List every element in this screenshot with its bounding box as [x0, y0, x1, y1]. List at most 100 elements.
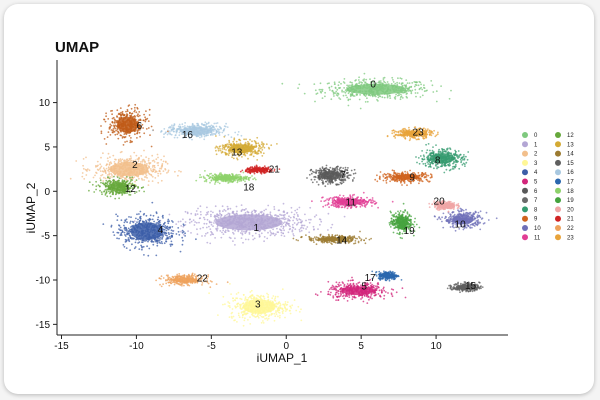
point [254, 316, 257, 318]
point [339, 284, 342, 286]
point [325, 164, 328, 167]
point [120, 219, 123, 222]
point [308, 173, 311, 176]
point [427, 156, 430, 159]
point [142, 213, 145, 216]
point [278, 312, 281, 314]
point [102, 223, 105, 226]
point [81, 172, 84, 174]
point [459, 153, 462, 156]
point [282, 211, 285, 213]
point [374, 287, 376, 290]
point [124, 238, 127, 241]
point [401, 97, 404, 99]
point [415, 156, 417, 158]
point [430, 174, 433, 176]
point [195, 238, 197, 241]
point [274, 315, 277, 318]
point [328, 288, 331, 291]
point [349, 95, 352, 98]
point [239, 232, 242, 234]
point [460, 210, 463, 213]
point [143, 149, 145, 152]
point [333, 95, 335, 97]
point [283, 235, 286, 238]
point [189, 218, 191, 221]
point [334, 86, 337, 89]
point [178, 234, 181, 236]
point [231, 311, 234, 314]
point [319, 169, 321, 172]
point [289, 312, 292, 315]
point [190, 232, 192, 234]
point [298, 311, 301, 313]
point [136, 137, 138, 139]
point [345, 285, 348, 288]
point [290, 211, 293, 214]
point [110, 129, 113, 131]
point [430, 166, 432, 168]
point [424, 164, 427, 167]
point [120, 111, 122, 114]
point [348, 296, 351, 298]
point [147, 159, 150, 162]
point [379, 80, 382, 82]
point [394, 172, 397, 175]
point [262, 322, 265, 324]
point [272, 232, 275, 235]
point [410, 92, 413, 95]
point [124, 234, 126, 236]
point [303, 224, 306, 227]
point [238, 303, 241, 306]
point [435, 90, 438, 93]
point [125, 133, 128, 136]
point [358, 81, 361, 83]
point [421, 150, 423, 152]
point [184, 221, 187, 223]
point [379, 178, 381, 181]
point [383, 76, 386, 79]
point [463, 163, 466, 166]
point [398, 172, 401, 175]
point [327, 290, 330, 293]
point [356, 93, 359, 96]
cluster-7-points [306, 164, 357, 188]
point [295, 211, 298, 214]
point [216, 213, 219, 216]
point [440, 165, 443, 168]
point [206, 241, 209, 244]
point [263, 209, 266, 212]
point [161, 164, 164, 167]
point [146, 162, 148, 165]
point [471, 226, 473, 229]
point [214, 205, 217, 208]
point [119, 229, 121, 232]
point [324, 185, 327, 188]
point [110, 110, 112, 112]
point [232, 231, 234, 234]
point [357, 282, 360, 284]
point [305, 219, 307, 222]
point [382, 79, 385, 81]
point [108, 163, 111, 166]
cluster-1-core [215, 214, 283, 231]
point [288, 215, 290, 218]
point [123, 224, 125, 227]
point [158, 221, 161, 224]
point [155, 158, 158, 161]
point [119, 226, 122, 229]
point [175, 223, 178, 226]
point [82, 164, 84, 167]
point [196, 233, 199, 236]
point [237, 291, 240, 294]
point [425, 178, 428, 181]
point [195, 210, 198, 212]
point [256, 315, 259, 317]
point [166, 234, 168, 237]
point [112, 154, 115, 157]
point [420, 83, 422, 86]
point [224, 303, 226, 306]
point [282, 202, 285, 205]
cluster-5-core [341, 286, 375, 296]
point [427, 143, 430, 145]
